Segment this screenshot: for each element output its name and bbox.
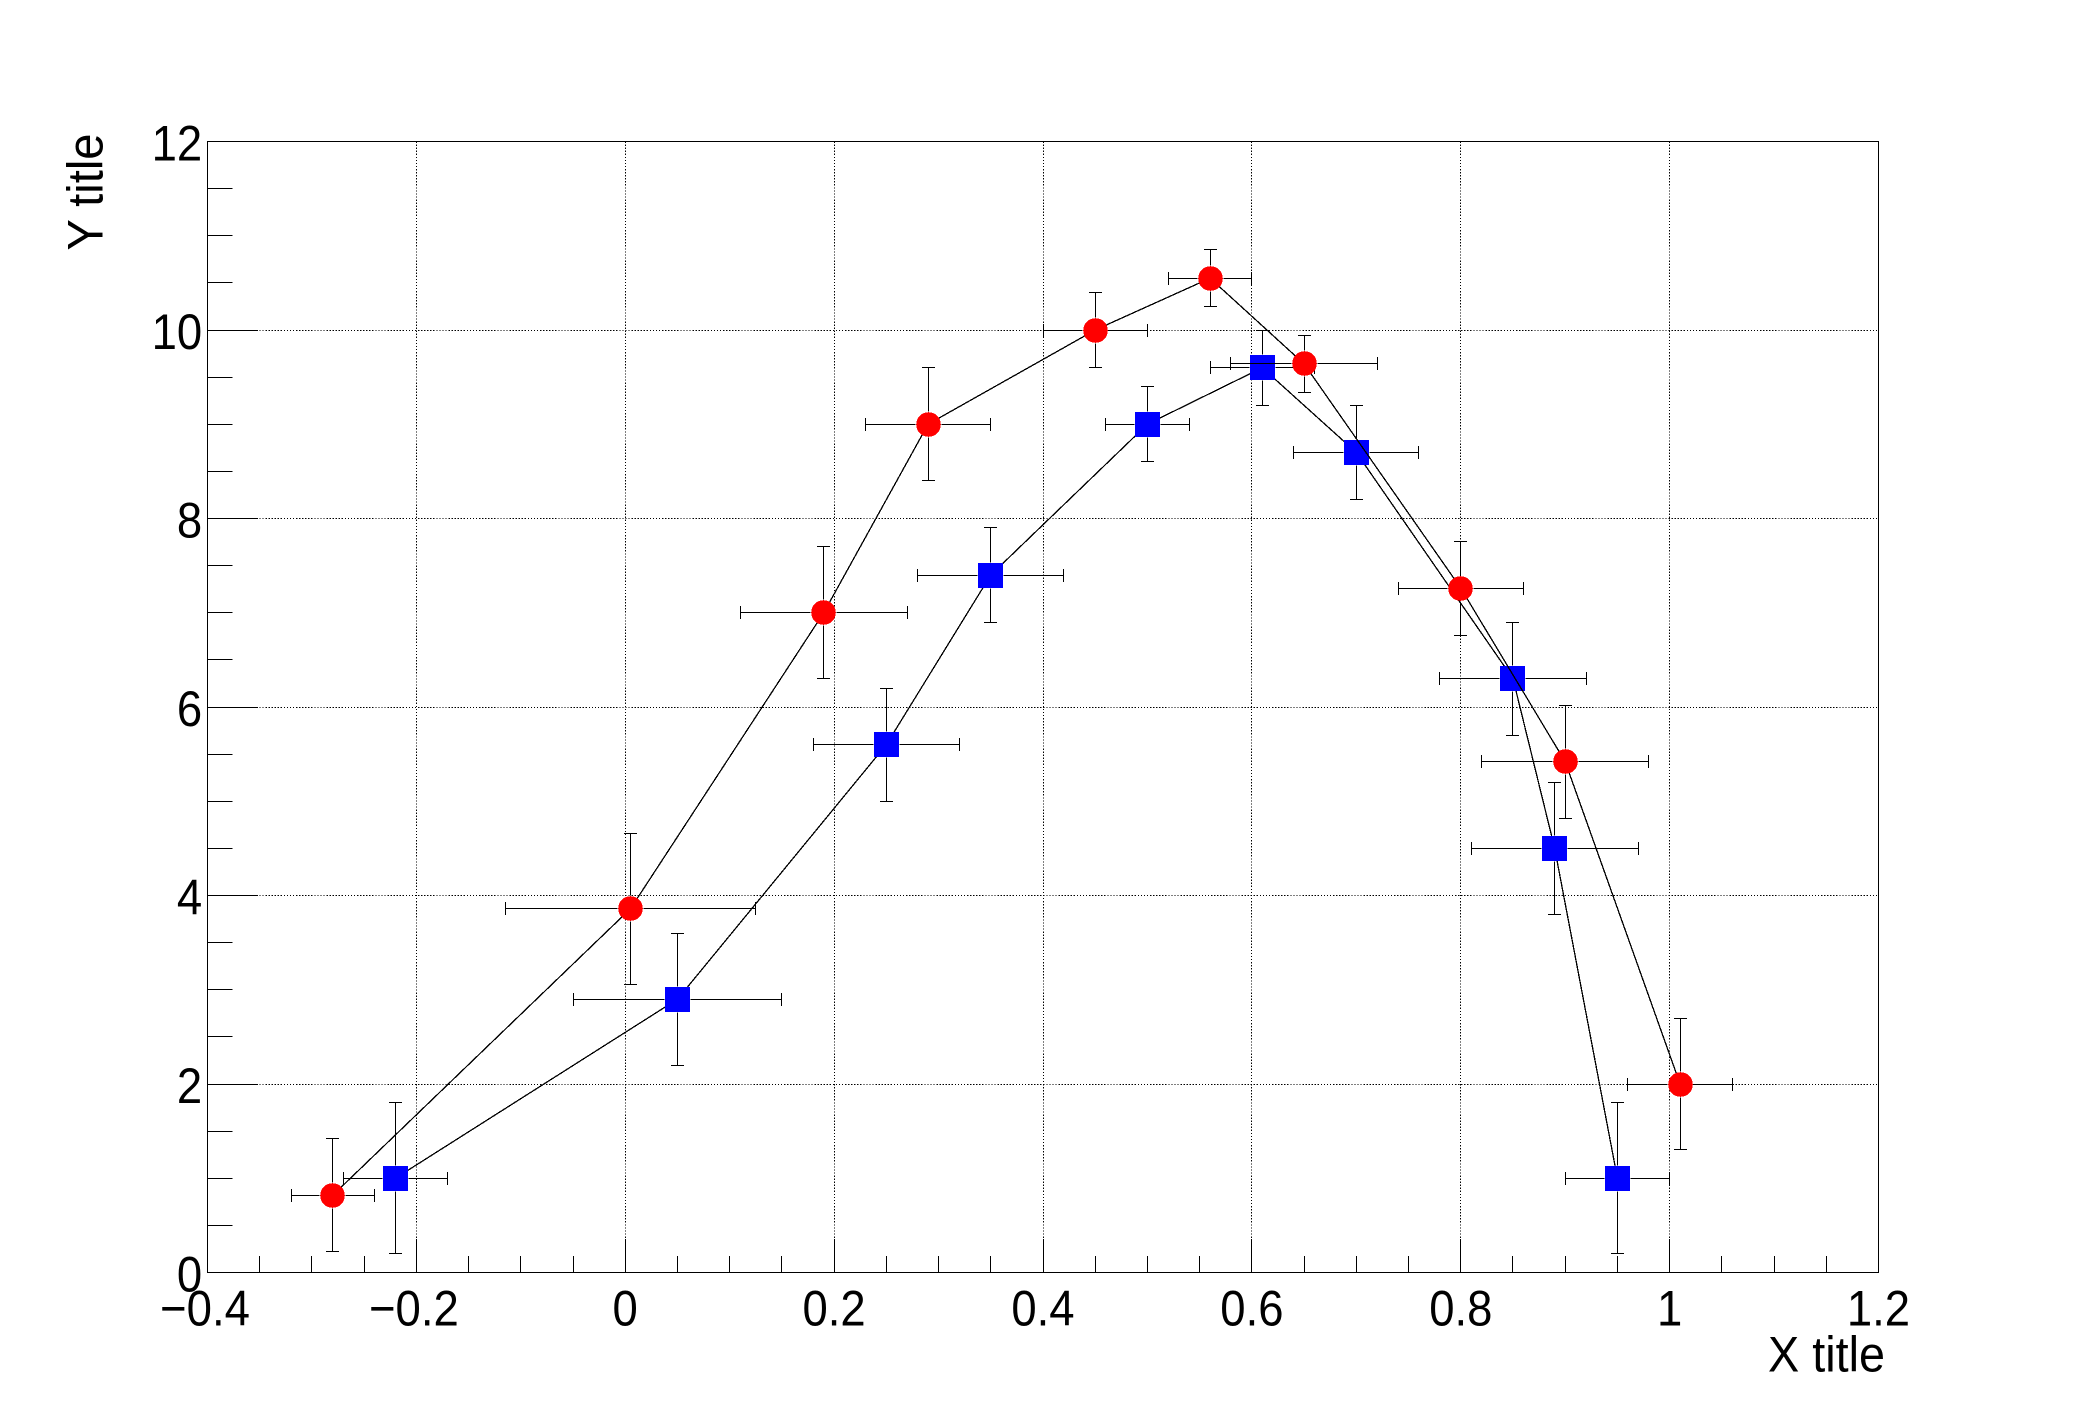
svg-text:8: 8: [177, 493, 202, 549]
svg-text:X title: X title: [1768, 1327, 1885, 1383]
svg-text:0.4: 0.4: [1011, 1281, 1074, 1337]
svg-text:0.2: 0.2: [803, 1281, 866, 1337]
svg-text:4: 4: [177, 870, 202, 926]
svg-text:2: 2: [177, 1058, 202, 1114]
svg-text:6: 6: [177, 681, 202, 737]
svg-text:0: 0: [177, 1247, 202, 1303]
svg-text:1: 1: [1657, 1281, 1682, 1337]
svg-text:0.6: 0.6: [1220, 1281, 1283, 1337]
svg-text:0: 0: [613, 1281, 638, 1337]
svg-text:0.8: 0.8: [1429, 1281, 1492, 1337]
svg-text:Y title: Y title: [58, 134, 114, 251]
svg-text:12: 12: [152, 116, 203, 172]
svg-text:−0.4: −0.4: [160, 1281, 250, 1337]
svg-text:1.2: 1.2: [1847, 1281, 1910, 1337]
svg-text:10: 10: [152, 304, 203, 360]
svg-text:−0.2: −0.2: [369, 1281, 459, 1337]
